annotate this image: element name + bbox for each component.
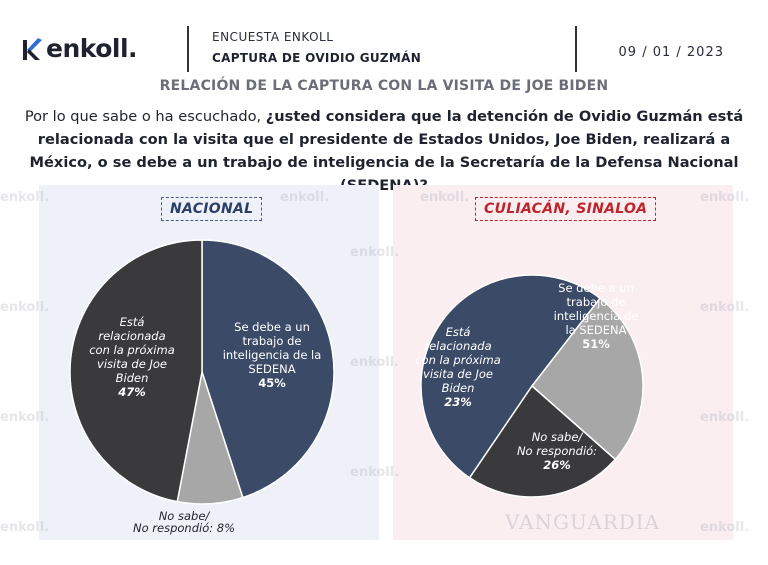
watermark: enkoll. xyxy=(700,410,750,425)
watermark: enkoll. xyxy=(350,245,400,260)
watermark: enkoll. xyxy=(0,190,50,205)
label-no-sabe: No sabe/No respondió: 26% xyxy=(517,430,597,472)
label-sedena: Se debe a un trabajo de inteligencia de la… xyxy=(223,320,322,390)
photo-credit: VANGUARDIA xyxy=(505,510,661,534)
slice-biden xyxy=(69,239,203,503)
watermark: enkoll. xyxy=(700,300,750,315)
slice-biden xyxy=(468,384,617,498)
watermark: enkoll. xyxy=(700,190,750,205)
label-no-sabe: No sabe/No respondió: 8% xyxy=(133,509,235,535)
region-label-nacional: NACIONAL xyxy=(161,197,263,221)
watermark: enkoll. xyxy=(350,355,400,370)
question-intro: Por lo que sabe o ha escuchado, xyxy=(24,108,266,125)
watermark: enkoll. xyxy=(0,520,50,535)
slice-no-sabe xyxy=(530,297,644,461)
label-biden: Está relacionada con la próxima visita de J… xyxy=(415,325,501,409)
survey-title: CAPTURA DE OVIDIO GUZMÁN xyxy=(212,51,422,65)
watermark: enkoll. xyxy=(0,410,50,425)
watermark: enkoll. xyxy=(280,190,330,205)
chart-subtitle: RELACIÓN DE LA CAPTURA CON LA VISITA DE … xyxy=(159,78,609,94)
slice-sedena xyxy=(420,274,602,479)
header-divider xyxy=(187,26,189,72)
pie-culiacan: Se debe a un trabajo de inteligencia de la … xyxy=(415,274,644,498)
enkoll-logo: enkoll. xyxy=(20,34,138,63)
watermark: enkoll. xyxy=(0,300,50,315)
logo-text: enkoll. xyxy=(46,34,138,63)
watermark: enkoll. xyxy=(350,465,400,480)
watermark: enkoll. xyxy=(420,190,470,205)
survey-name: ENCUESTA ENKOLL xyxy=(212,30,334,44)
label-sedena: Se debe a un trabajo de inteligencia de la … xyxy=(554,281,639,351)
enkoll-logo-icon xyxy=(23,37,42,60)
slice-sedena xyxy=(201,239,335,499)
header-divider xyxy=(575,26,577,72)
report-header: enkoll. ENCUESTA ENKOLL CAPTURA DE OVIDI… xyxy=(0,0,768,78)
survey-date: 09 / 01 / 2023 xyxy=(618,45,724,60)
region-label-culiacan: CULIACÁN, SINALOA xyxy=(475,197,657,221)
label-biden: Está relacionada con la próxima visita de J… xyxy=(89,315,175,399)
watermark: enkoll. xyxy=(700,520,750,535)
pie-nacional: Se debe a un trabajo de inteligencia de la… xyxy=(69,239,335,535)
